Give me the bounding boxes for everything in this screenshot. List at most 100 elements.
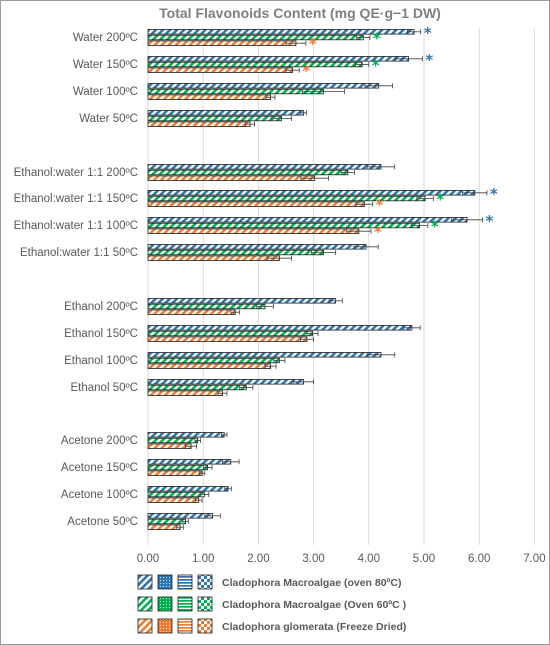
error-bar [271, 116, 292, 121]
bar [147, 384, 247, 391]
error-bar [302, 89, 345, 94]
error-bar [293, 379, 315, 385]
error-bar [195, 497, 203, 503]
category-label: Ethanol:water 1:1 100ºC [14, 220, 138, 232]
category-labels: Water 200ºC Water 150ºC Water 100ºC Water 5… [14, 32, 138, 528]
error-bar [273, 358, 286, 363]
bar [147, 336, 308, 342]
bar [147, 464, 209, 471]
error-bar [462, 190, 488, 196]
category-label: Ethanol:water 1:1 200ºC [14, 167, 138, 179]
significance-star: * [374, 223, 382, 241]
bar [147, 459, 232, 465]
error-bar [394, 56, 423, 62]
bar [147, 175, 316, 181]
bar [147, 255, 280, 261]
category-label: Water 50ºC [79, 113, 138, 125]
significance-star: * [425, 51, 433, 69]
error-bar [182, 519, 189, 524]
significance-star: * [376, 196, 384, 214]
error-bar [403, 325, 421, 331]
error-bar [239, 385, 254, 390]
legend: Cladophora Macroalgae (oven 80ºC) Cladoph… [137, 574, 406, 634]
bar [147, 513, 213, 519]
category-label: Ethanol 150ºC [64, 328, 138, 340]
error-bar [202, 465, 213, 470]
bar [147, 195, 426, 202]
bar [147, 363, 271, 369]
error-bar [355, 201, 374, 207]
bar [147, 303, 266, 310]
error-bar [300, 110, 307, 116]
legend-swatch [137, 596, 153, 612]
bar [147, 121, 251, 127]
error-bar [266, 255, 292, 261]
error-bar [217, 390, 228, 396]
error-bar [224, 486, 232, 492]
bar [147, 40, 297, 46]
category-label: Ethanol 50ºC [71, 382, 139, 394]
bar [147, 379, 305, 385]
x-tick-label: 6.00 [468, 553, 490, 565]
error-bar [346, 228, 372, 234]
significance-star: * [486, 212, 494, 230]
bar [147, 309, 236, 315]
bar [147, 330, 313, 337]
bar [147, 190, 476, 196]
legend-swatch [137, 574, 153, 590]
bar [147, 110, 305, 116]
error-bar [245, 121, 255, 127]
significance-star: * [302, 62, 310, 80]
legend-label: Cladophora Macroalgae (oven 80ºC) [222, 577, 401, 589]
bar [147, 325, 413, 331]
bars: * * * * * * * * * * * * [147, 24, 498, 530]
legend-swatch [177, 618, 193, 634]
legend-swatch [157, 618, 173, 634]
category-label: Acetone 100ºC [61, 489, 138, 501]
error-bar [221, 432, 228, 438]
bar [147, 298, 337, 304]
significance-star: * [424, 24, 432, 42]
category-label: Water 200ºC [73, 32, 138, 44]
error-bar [451, 217, 483, 223]
bar [147, 169, 349, 176]
bar [147, 115, 282, 122]
error-bar [285, 67, 300, 73]
bar [147, 437, 199, 444]
error-bar [285, 40, 307, 46]
x-axis: 0.00 1.00 2.00 3.00 4.00 5.00 6.00 7.00 [137, 553, 546, 565]
x-tick-label: 0.00 [137, 553, 159, 565]
bar [147, 217, 468, 223]
error-bar [306, 331, 319, 336]
category-label: Ethanol 100ºC [64, 355, 138, 367]
error-bar [264, 363, 277, 369]
error-bar [366, 352, 396, 358]
bar [147, 249, 324, 256]
legend-swatch [137, 618, 153, 634]
legend-swatch [197, 596, 213, 612]
error-bar [364, 83, 393, 89]
legend-label: Cladophora Macroalgae (Oven 60ºC ) [222, 599, 406, 611]
error-bar [194, 438, 201, 443]
bar [147, 83, 380, 89]
bar [147, 94, 271, 100]
bar [147, 357, 280, 364]
bar [147, 88, 324, 95]
bar [147, 524, 181, 530]
x-tick-label: 3.00 [302, 553, 324, 565]
error-bar [299, 336, 315, 342]
category-label: Ethanol:water 1:1 150ºC [14, 193, 138, 205]
error-bar [198, 470, 206, 476]
category-label: Ethanol:water 1:1 50ºC [20, 247, 138, 259]
significance-star: * [436, 191, 444, 209]
error-bar [416, 196, 434, 201]
category-label: Acetone 150ºC [61, 462, 138, 474]
error-bar [310, 250, 337, 255]
error-bar [353, 244, 379, 250]
error-bar [204, 513, 221, 519]
error-bar [410, 223, 429, 228]
error-bar [256, 304, 274, 309]
bar [147, 497, 200, 503]
chart-title: Total Flavonoids Content (mg QE·g−1 DW) [159, 5, 441, 21]
error-bar [176, 524, 184, 530]
